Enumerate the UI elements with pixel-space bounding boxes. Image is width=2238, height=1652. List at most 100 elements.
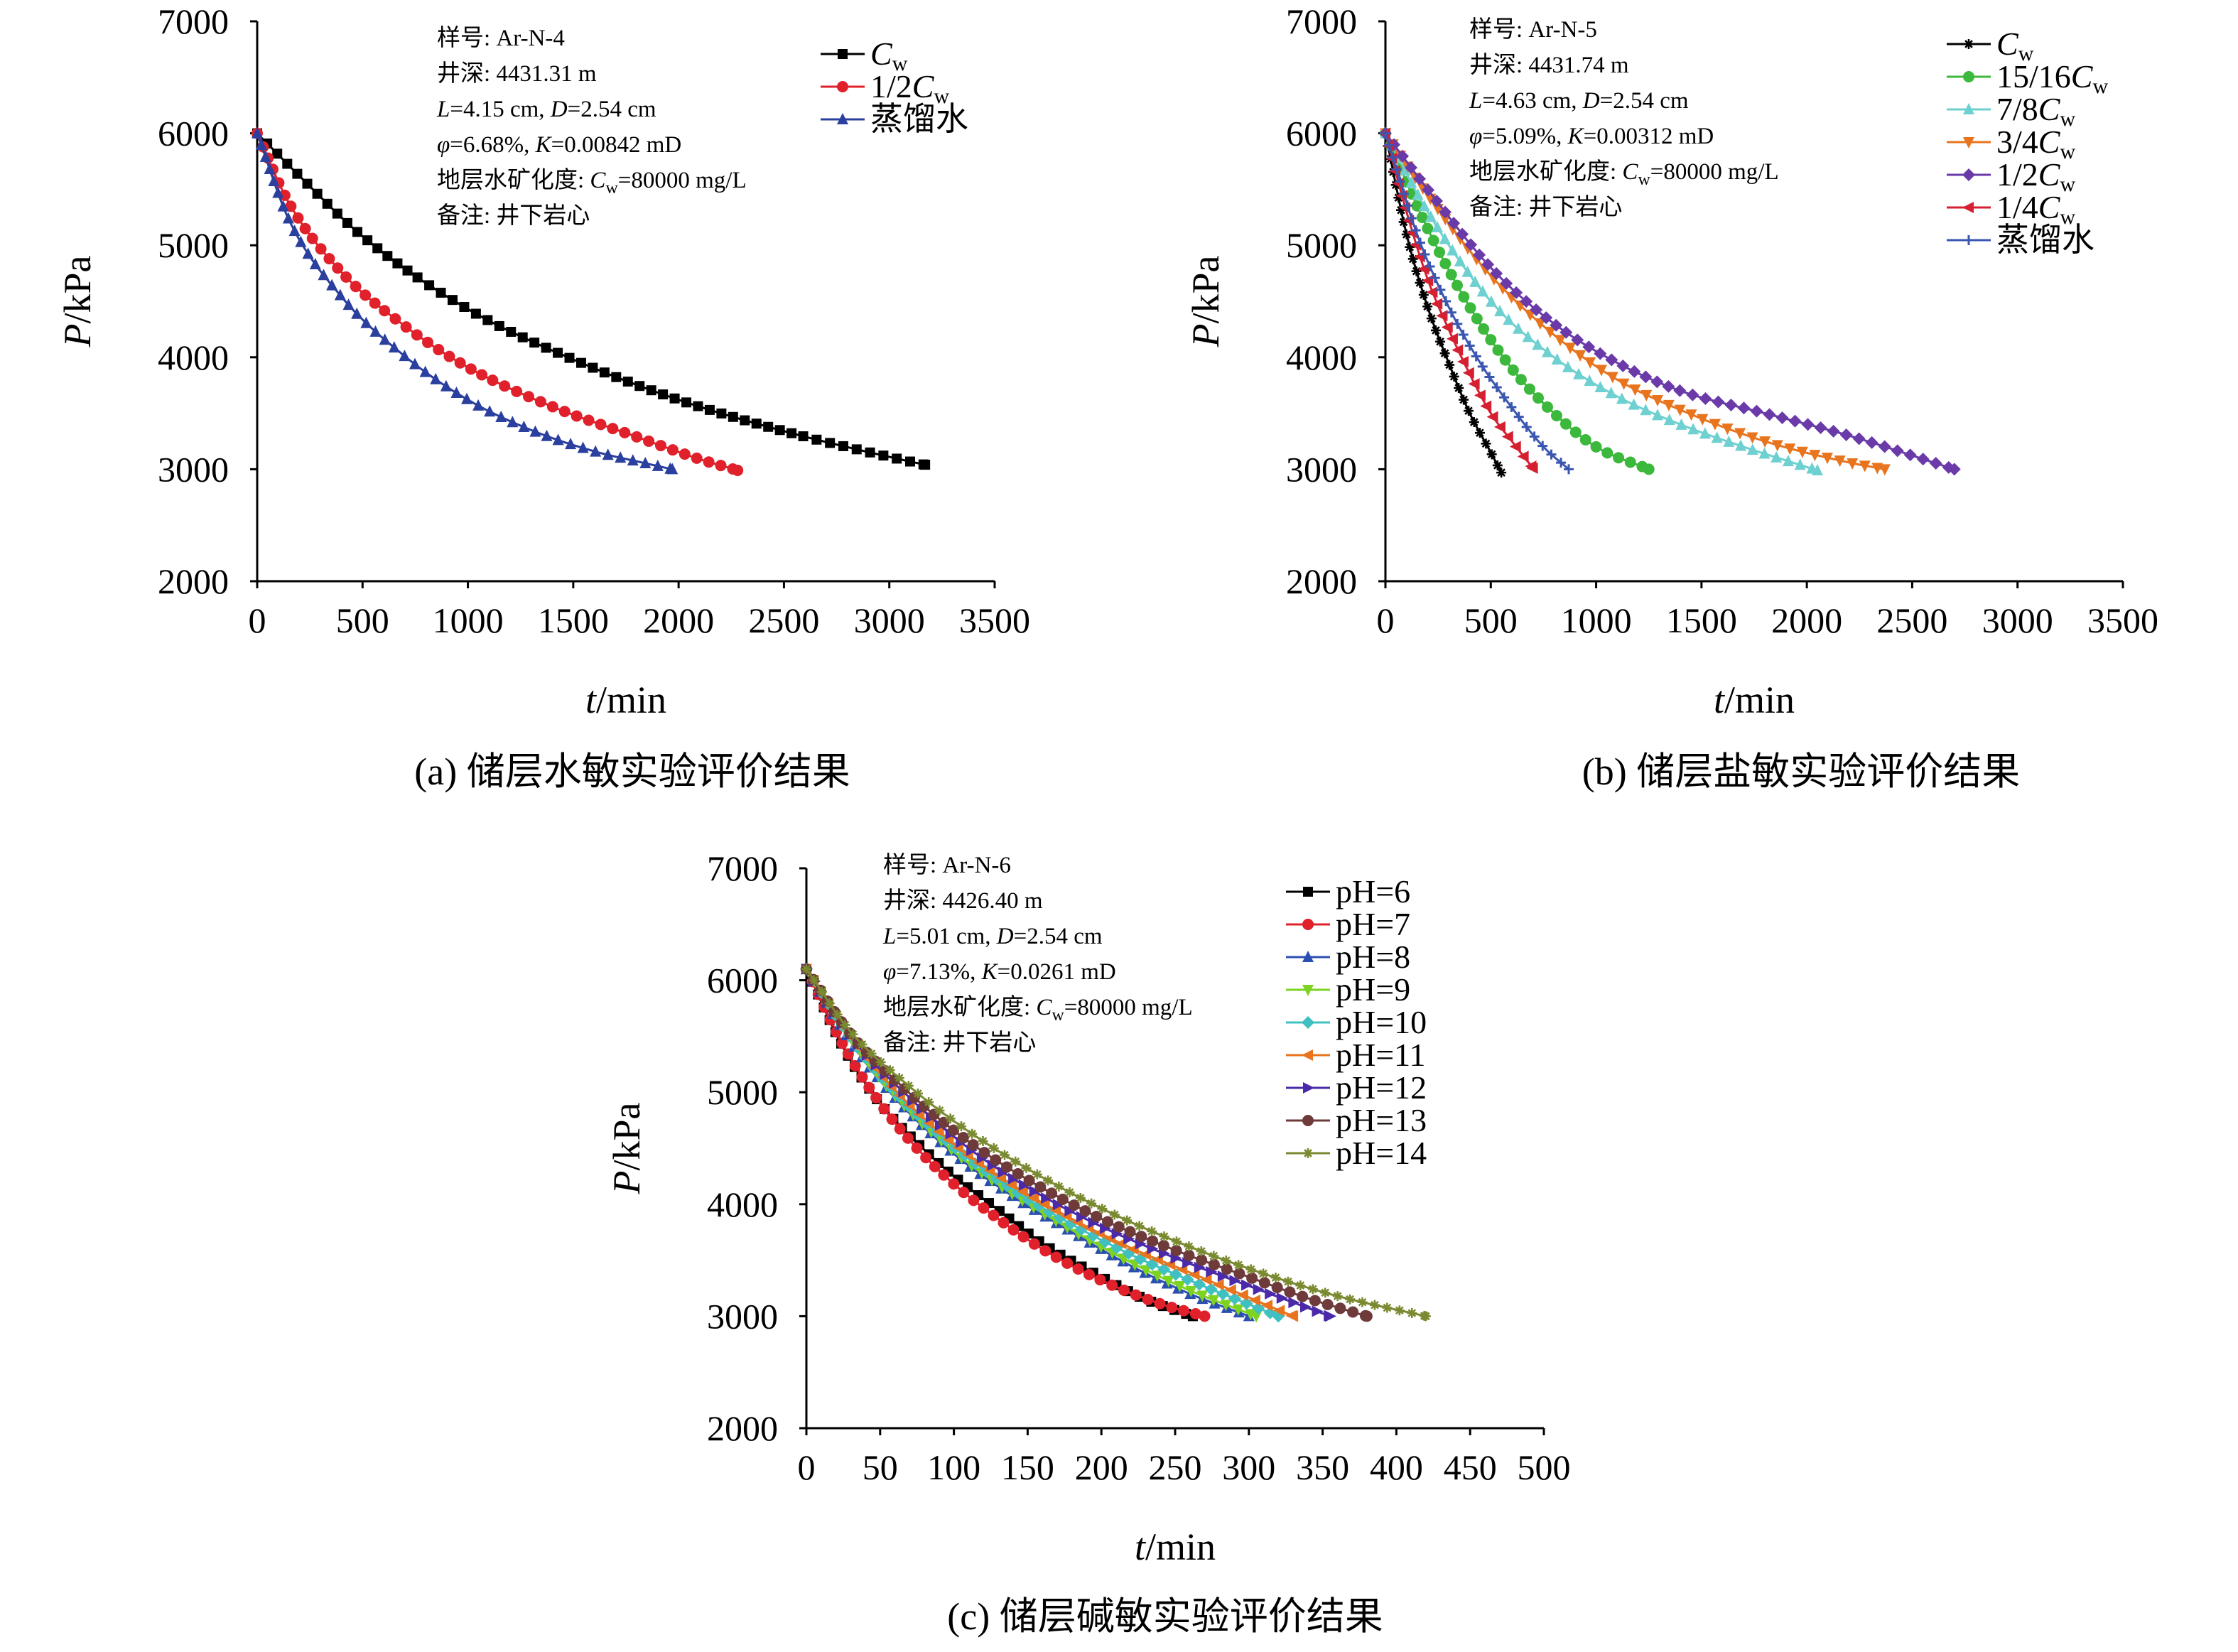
- data-point: [288, 225, 301, 237]
- data-point: [1814, 421, 1827, 435]
- legend-marker: [1963, 137, 1974, 149]
- data-point: [1947, 463, 1961, 476]
- data-point: [1221, 1263, 1233, 1275]
- data-point: [1212, 1279, 1224, 1291]
- data-point: [282, 158, 293, 169]
- series-line: [805, 968, 1427, 1317]
- series-蒸馏水: [252, 126, 679, 475]
- info-line: 备注: 井下岩心: [437, 203, 590, 229]
- data-point: [1503, 313, 1515, 325]
- text-run: =2.54 cm: [1600, 88, 1689, 114]
- data-point: [1162, 1275, 1174, 1287]
- data-point: [1801, 418, 1815, 431]
- data-point: [553, 347, 563, 358]
- data-point: [1393, 193, 1404, 203]
- data-point: [611, 372, 622, 382]
- data-point: [1023, 1175, 1035, 1187]
- data-point: [1265, 1287, 1277, 1300]
- x-tick-label: 1500: [538, 600, 609, 640]
- text-run: w: [2018, 42, 2034, 65]
- data-point: [1241, 1279, 1253, 1291]
- data-point: [379, 333, 391, 345]
- data-point: [1391, 164, 1402, 175]
- axis-label-unit: /min: [1724, 679, 1795, 721]
- data-point: [824, 998, 835, 1009]
- x-tick-label: 3500: [959, 600, 1030, 640]
- series-1/2Cw: [1379, 126, 1961, 476]
- y-tick-label: 3000: [707, 1296, 778, 1336]
- data-point: [1490, 266, 1503, 280]
- data-point: [1245, 1264, 1256, 1275]
- x-tick-label: 0: [249, 600, 266, 640]
- legend-marker: [1302, 951, 1314, 962]
- x-tick-label: 500: [1518, 1447, 1571, 1487]
- text-run: pH=7: [1336, 906, 1410, 942]
- data-point: [575, 357, 586, 368]
- data-point: [424, 280, 435, 291]
- text-run: 备注: 井下岩心: [1469, 194, 1622, 220]
- data-point: [786, 428, 797, 438]
- text-run: w: [605, 179, 618, 198]
- data-point: [658, 389, 669, 400]
- caption-b: (b) 储层盐敏实验评价结果: [1582, 750, 2020, 793]
- data-point: [1485, 295, 1497, 307]
- data-point: [1422, 301, 1433, 312]
- data-point: [1771, 440, 1783, 452]
- text-run: D: [550, 97, 568, 122]
- data-point: [1484, 372, 1495, 382]
- info-line: L=5.01 cm, D=2.54 cm: [882, 924, 1103, 949]
- text-run: 地层水矿化度:: [883, 994, 1036, 1020]
- data-point: [1784, 443, 1796, 455]
- x-tick-label: 450: [1444, 1447, 1497, 1487]
- data-point: [1113, 1221, 1125, 1233]
- data-point: [362, 235, 373, 246]
- axis-label-var: t: [1135, 1526, 1147, 1568]
- info-line: 地层水矿化度: Cw​=80000 mg/L: [437, 167, 747, 198]
- legend-label: pH=9: [1336, 971, 1410, 1008]
- info-line: 地层水矿化度: Cw​=80000 mg/L: [883, 994, 1193, 1025]
- data-point: [938, 1169, 950, 1181]
- legend-marker: [1302, 1016, 1314, 1029]
- data-point: [1579, 433, 1591, 446]
- data-point: [1686, 388, 1699, 401]
- data-point: [1494, 305, 1506, 317]
- text-run: φ: [437, 132, 450, 158]
- text-run: 1/2: [870, 68, 912, 104]
- text-run: pH=14: [1336, 1135, 1427, 1171]
- data-point: [392, 258, 403, 269]
- data-point: [1282, 1276, 1293, 1287]
- data-point: [1481, 258, 1495, 271]
- data-point: [1480, 400, 1492, 412]
- text-run: =4.63 cm,: [1482, 88, 1582, 114]
- data-point: [1183, 1249, 1195, 1261]
- data-point: [1216, 1287, 1230, 1301]
- data-point: [622, 377, 633, 387]
- text-run: D: [1582, 88, 1600, 114]
- data-point: [1088, 1216, 1100, 1229]
- data-point: [409, 357, 421, 369]
- data-point: [1309, 1295, 1321, 1307]
- data-point: [1166, 1302, 1178, 1314]
- legend-label: Cw​: [870, 36, 908, 75]
- data-point: [1839, 428, 1853, 441]
- data-point: [1111, 1228, 1123, 1240]
- data-point: [1369, 1300, 1380, 1310]
- data-point: [494, 320, 504, 331]
- data-point: [998, 1216, 1010, 1229]
- y-tick-label: 7000: [158, 1, 229, 41]
- data-point: [517, 332, 528, 342]
- data-point: [811, 434, 822, 445]
- data-point: [751, 419, 762, 429]
- data-point: [1759, 436, 1771, 448]
- data-point: [679, 448, 691, 460]
- data-point: [1652, 409, 1664, 421]
- y-tick-label: 4000: [707, 1184, 778, 1224]
- data-point: [1142, 1293, 1154, 1305]
- data-point: [967, 1128, 978, 1139]
- data-point: [1640, 404, 1652, 416]
- data-point: [1431, 220, 1443, 232]
- data-point: [412, 272, 423, 283]
- y-tick-label: 3000: [158, 449, 229, 489]
- data-point: [272, 186, 284, 198]
- data-point: [379, 305, 391, 317]
